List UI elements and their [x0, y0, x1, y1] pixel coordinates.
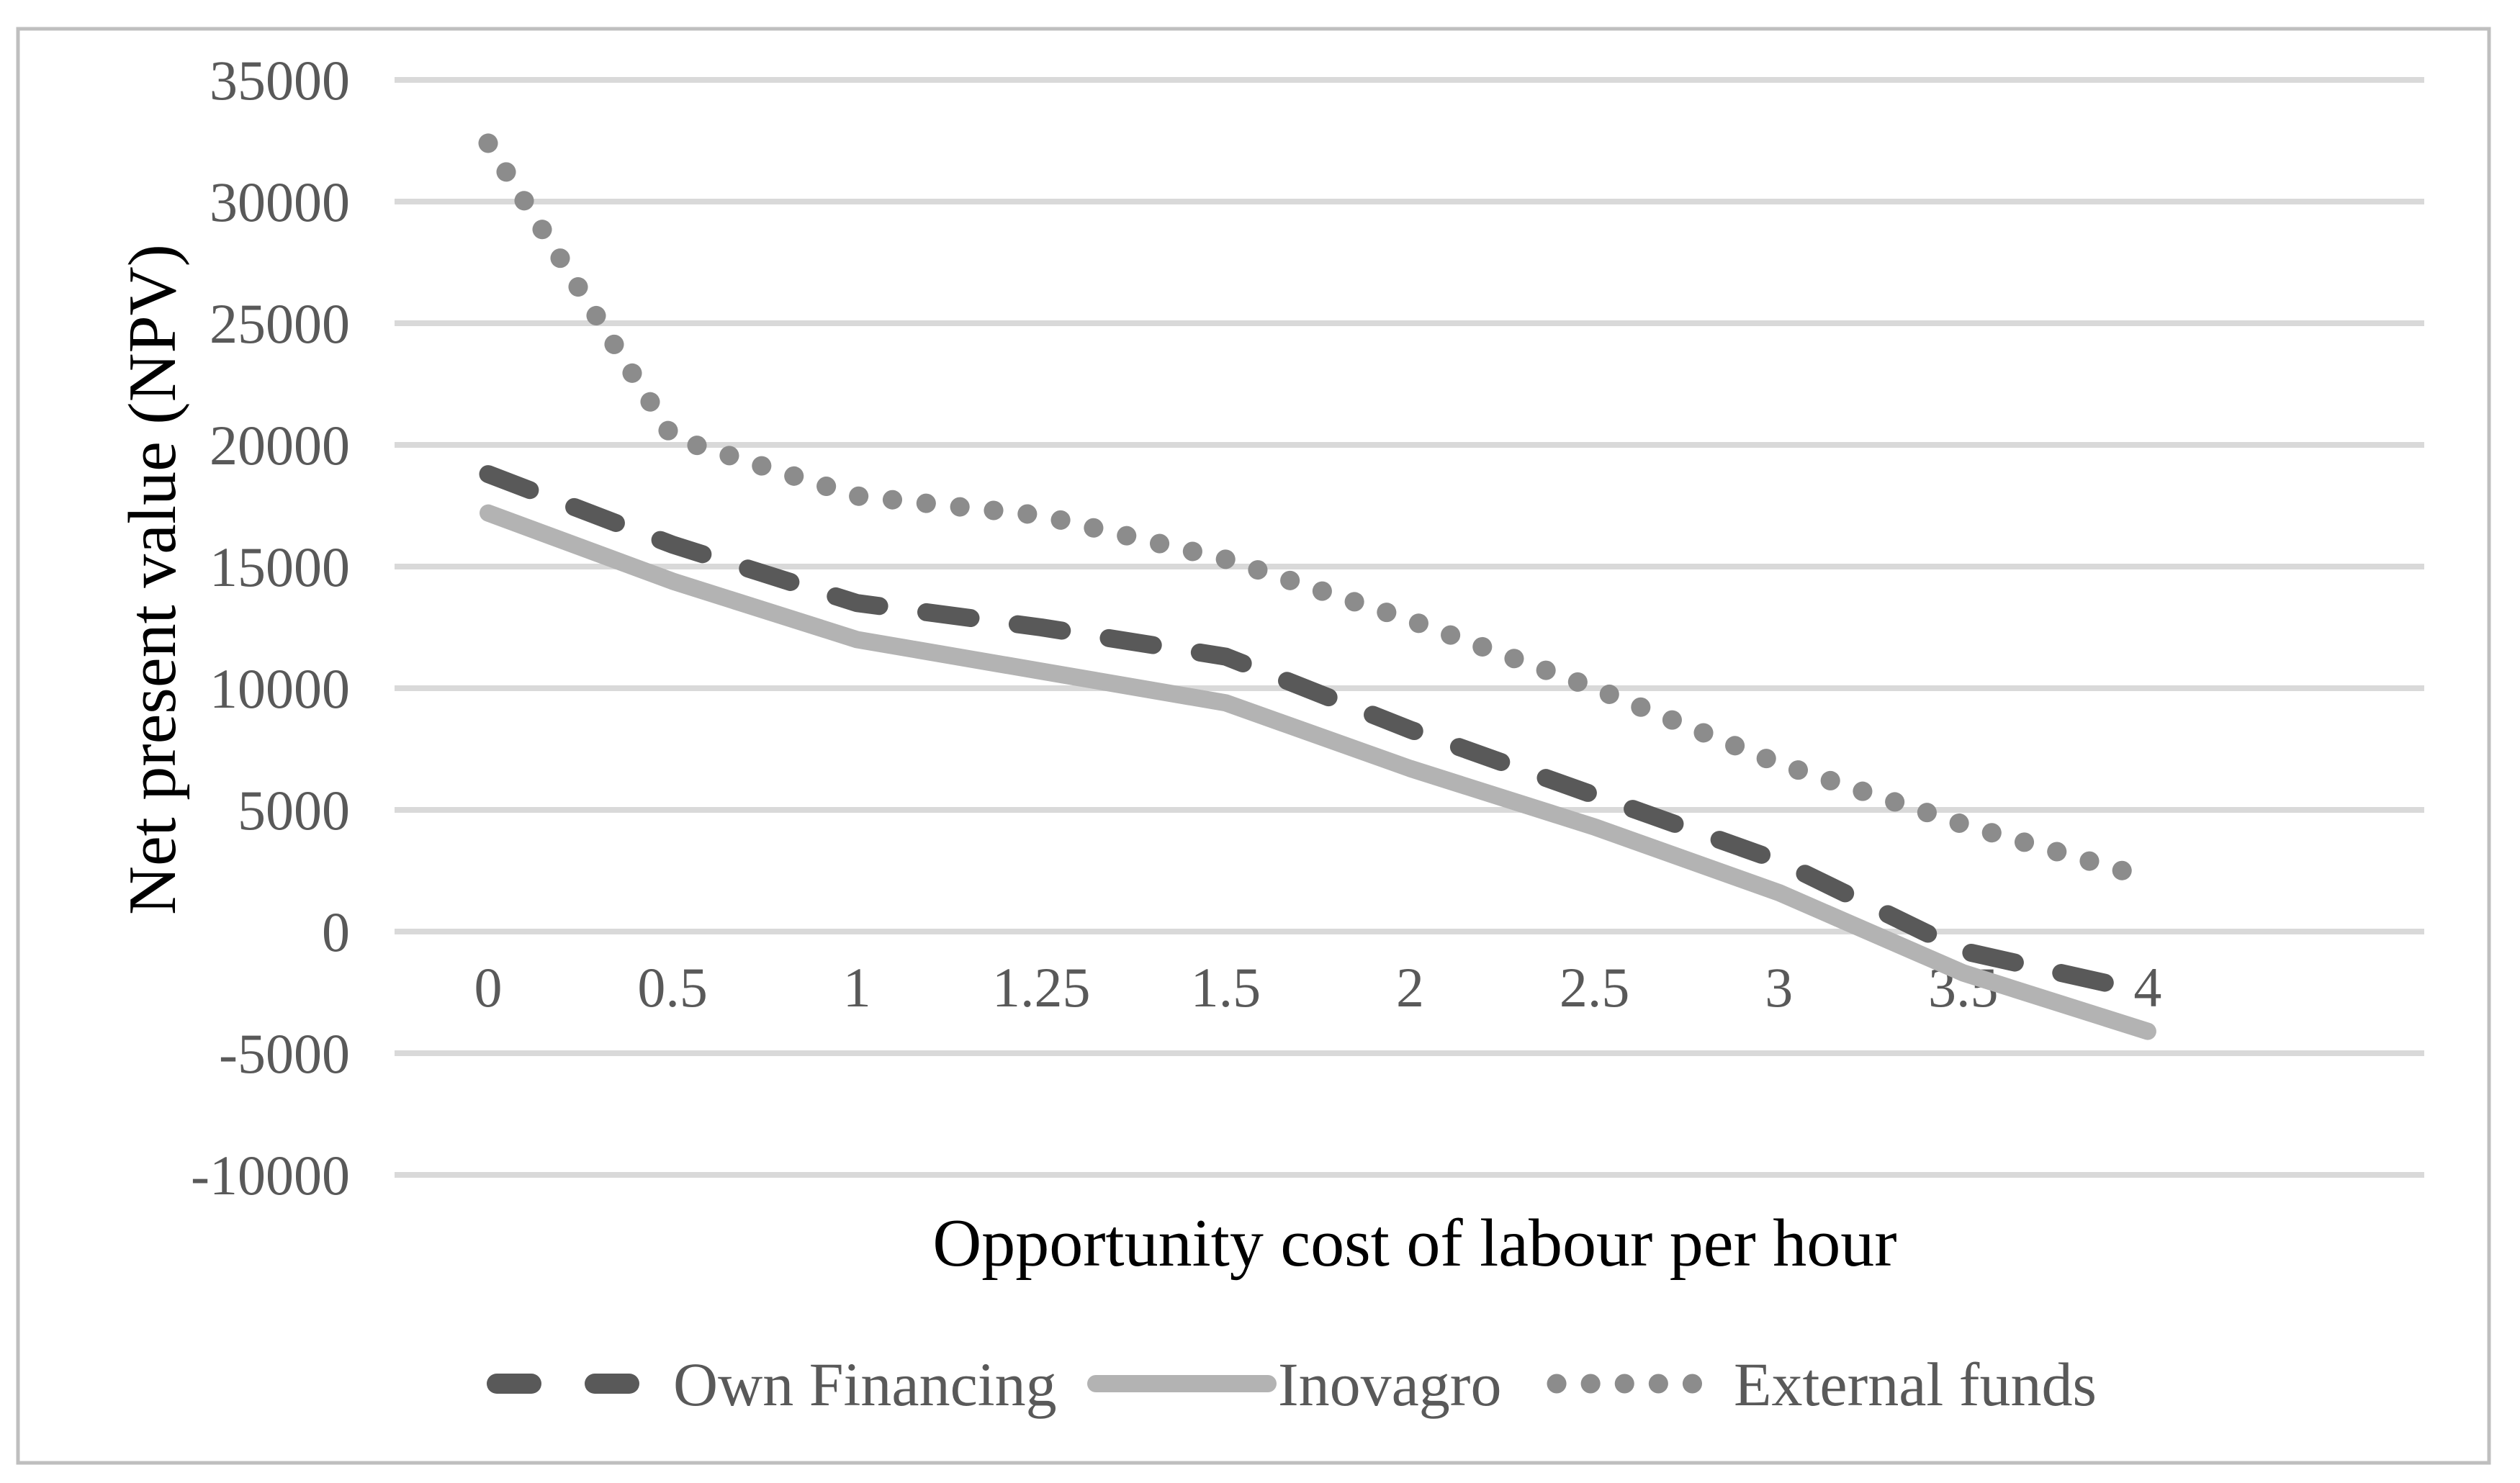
y-tick-label: 35000: [210, 49, 350, 112]
x-tick-label: 2.5: [1560, 956, 1630, 1019]
x-axis-title: Opportunity cost of labour per hour: [932, 1206, 1896, 1281]
x-tick-label: 1: [843, 956, 871, 1019]
y-axis-tick-labels: 35000 30000 25000 20000 15000 10000 5000 0 -5000…: [191, 49, 350, 1207]
x-tick-label: 3: [1765, 956, 1793, 1019]
x-tick-label: 1.5: [1191, 956, 1261, 1019]
series-group: [478, 133, 2158, 1040]
series-line-external-funds: [478, 133, 2158, 888]
y-axis-title: Net present value (NPV): [115, 244, 190, 915]
series-line-own-financing: [479, 465, 2157, 1001]
y-tick-label: 15000: [210, 536, 350, 598]
legend: Own Financing Inovagro External funds: [487, 1350, 2097, 1419]
y-tick-label: -5000: [219, 1022, 350, 1085]
series-line-inovagro: [480, 504, 2156, 1040]
y-tick-label: 25000: [210, 292, 350, 355]
x-axis-tick-labels: 0 0.5 1 1.25 1.5 2 2.5 3 3.5 4: [474, 956, 2162, 1019]
x-tick-label: 4: [2133, 956, 2161, 1019]
x-tick-label: 0: [474, 956, 503, 1019]
y-tick-label: 20000: [210, 414, 350, 477]
y-tick-label: 5000: [238, 779, 350, 842]
legend-label-external-funds: External funds: [1734, 1350, 2097, 1419]
y-tick-label: 0: [322, 901, 350, 963]
y-tick-label: 10000: [210, 657, 350, 720]
x-tick-label: 1.25: [992, 956, 1091, 1019]
legend-label-own-financing: Own Financing: [673, 1350, 1057, 1419]
y-tick-label: 30000: [210, 171, 350, 233]
gridline-group: [395, 77, 2424, 1178]
y-tick-label: -10000: [191, 1144, 350, 1207]
legend-label-inovagro: Inovagro: [1278, 1350, 1501, 1419]
x-tick-label: 0.5: [637, 956, 708, 1019]
figure-border: [16, 27, 2491, 1465]
x-tick-label: 2: [1396, 956, 1424, 1019]
